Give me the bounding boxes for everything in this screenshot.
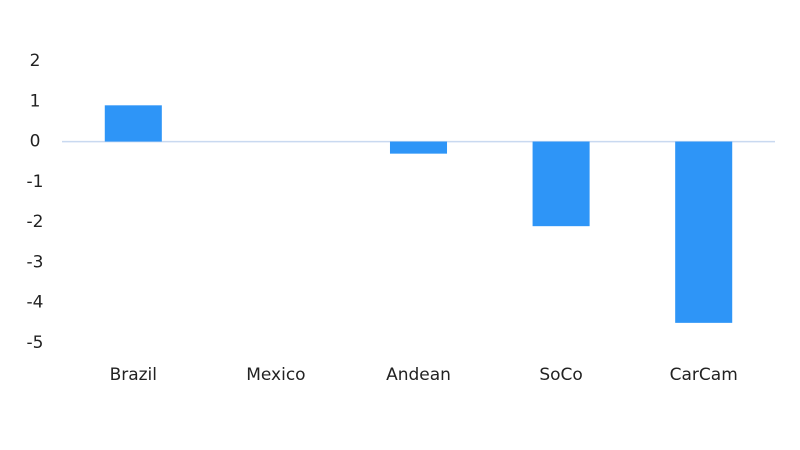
bar [675, 141, 733, 323]
y-tick-label: -3 [27, 252, 44, 272]
x-tick-label: CarCam [670, 365, 738, 385]
y-tick-label: -5 [27, 333, 44, 353]
y-tick-label: 0 [30, 132, 41, 152]
bar [532, 141, 590, 227]
y-tick-label: -4 [27, 293, 44, 313]
y-tick-label: 2 [30, 51, 41, 71]
bar [389, 141, 448, 154]
y-tick-label: -2 [27, 212, 44, 232]
x-tick-label: SoCo [539, 365, 582, 385]
y-tick-label: 1 [30, 91, 41, 111]
bar [104, 105, 162, 142]
x-tick-label: Mexico [246, 365, 305, 385]
x-tick-label: Brazil [110, 365, 157, 385]
x-tick-label: Andean [386, 365, 451, 385]
y-tick-label: -1 [27, 172, 44, 192]
